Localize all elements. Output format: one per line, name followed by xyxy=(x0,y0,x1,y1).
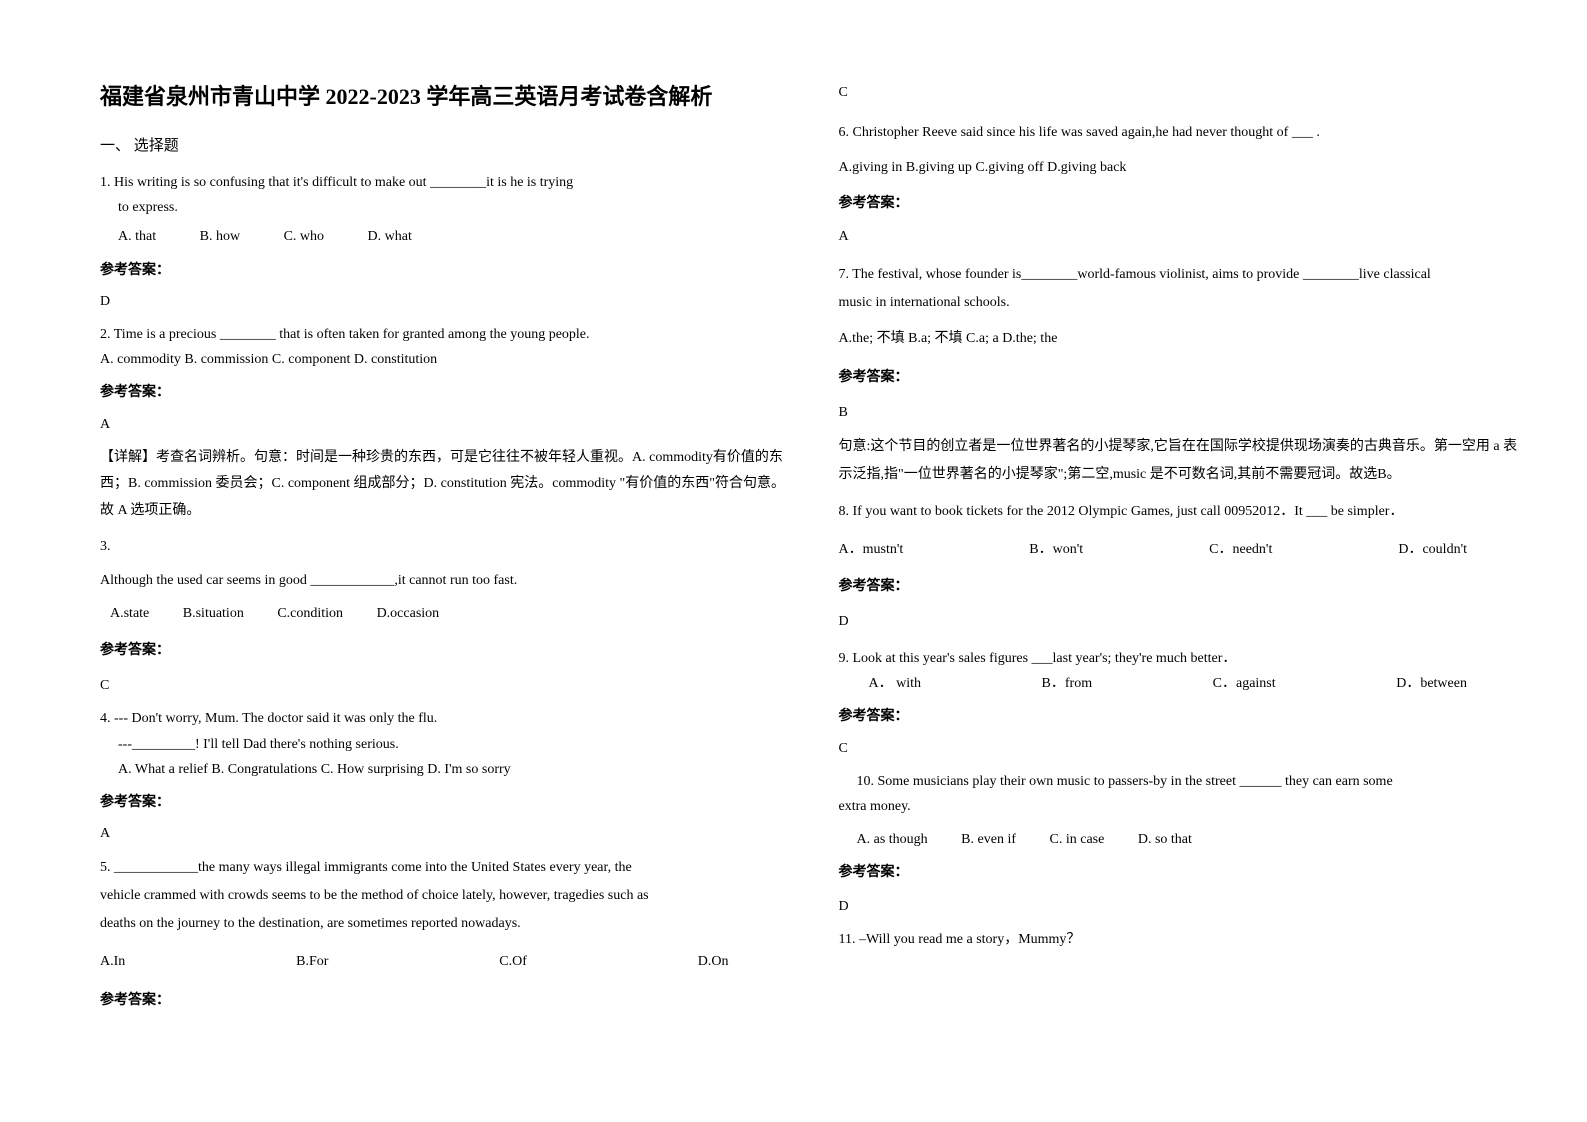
right-column: C 6. Christopher Reeve said since his li… xyxy=(839,80,1528,1082)
q1-text2: to express. xyxy=(118,195,789,220)
answer-7: B xyxy=(839,400,1528,425)
q5-text3: deaths on the journey to the destination… xyxy=(100,910,789,938)
q3-opt-d: D.occasion xyxy=(377,606,440,621)
q5-text2: vehicle crammed with crowds seems to be … xyxy=(100,882,789,910)
answer-4: A xyxy=(100,821,789,846)
q8-opt-b: B．won't xyxy=(1029,537,1083,562)
question-7: 7. The festival, whose founder is_______… xyxy=(839,261,1528,353)
q3-opt-a: A.state xyxy=(110,606,149,621)
q1-opt-c: C. who xyxy=(284,229,324,244)
q9-opt-b: B．from xyxy=(1042,671,1093,696)
question-3: Although the used car seems in good ____… xyxy=(100,568,789,626)
answer-6: A xyxy=(839,224,1528,249)
question-8: 8. If you want to book tickets for the 2… xyxy=(839,499,1528,561)
q10-text1: 10. Some musicians play their own music … xyxy=(857,769,1528,794)
q1-opt-d: D. what xyxy=(368,229,412,244)
answer-1: D xyxy=(100,289,789,314)
q4-options: A. What a relief B. Congratulations C. H… xyxy=(118,757,789,782)
answer-3: C xyxy=(100,673,789,698)
answer-2: A xyxy=(100,412,789,437)
q2-text: 2. Time is a precious ________ that is o… xyxy=(100,322,789,347)
explanation-2: 【详解】考查名词辨析。句意：时间是一种珍贵的东西，可是它往往不被年轻人重视。A.… xyxy=(100,445,789,525)
question-1: 1. His writing is so confusing that it's… xyxy=(100,170,789,250)
answer-label-4: 参考答案： xyxy=(100,790,789,815)
q4-text1: 4. --- Don't worry, Mum. The doctor said… xyxy=(100,706,789,731)
answer-10: D xyxy=(839,894,1528,919)
left-column: 福建省泉州市青山中学 2022-2023 学年高三英语月考试卷含解析 一、 选择… xyxy=(100,80,789,1082)
q10-opt-c: C. in case xyxy=(1050,832,1105,847)
answer-9: C xyxy=(839,736,1528,761)
q5-opt-d: D.On xyxy=(698,948,729,976)
q10-opt-b: B. even if xyxy=(961,832,1016,847)
document-title: 福建省泉州市青山中学 2022-2023 学年高三英语月考试卷含解析 xyxy=(100,80,789,113)
answer-label-10: 参考答案： xyxy=(839,860,1528,885)
question-4: 4. --- Don't worry, Mum. The doctor said… xyxy=(100,706,789,782)
question-2: 2. Time is a precious ________ that is o… xyxy=(100,322,789,372)
explanation-7: 句意:这个节目的创立者是一位世界著名的小提琴家,它旨在在国际学校提供现场演奏的古… xyxy=(839,433,1528,489)
q7-text1: 7. The festival, whose founder is_______… xyxy=(839,261,1528,289)
q11-text: 11. –Will you read me a story，Mummy？ xyxy=(839,927,1528,952)
q9-opt-a: A． with xyxy=(869,671,922,696)
question-9: 9. Look at this year's sales figures ___… xyxy=(839,646,1528,696)
answer-label-2: 参考答案： xyxy=(100,380,789,405)
q9-options: A． with B．from C．against D．between xyxy=(839,671,1528,696)
q8-options: A．mustn't B．won't C．needn't D．couldn't xyxy=(839,537,1528,562)
q5-text1: 5. ____________the many ways illegal imm… xyxy=(100,854,789,882)
q5-opt-b: B.For xyxy=(296,948,328,976)
q10-opt-d: D. so that xyxy=(1138,832,1192,847)
q3-options: A.state B.situation C.condition D.occasi… xyxy=(110,601,789,626)
q10-text2: extra money. xyxy=(839,794,1528,819)
answer-8: D xyxy=(839,609,1528,634)
q5-opt-a: A.In xyxy=(100,948,125,976)
question-11: 11. –Will you read me a story，Mummy？ xyxy=(839,927,1528,952)
q9-opt-d: D．between xyxy=(1396,671,1467,696)
answer-label-7: 参考答案： xyxy=(839,365,1528,390)
q1-opt-b: B. how xyxy=(200,229,240,244)
answer-label-9: 参考答案： xyxy=(839,704,1528,729)
question-10: 10. Some musicians play their own music … xyxy=(839,769,1528,853)
q6-options: A.giving in B.giving up C.giving off D.g… xyxy=(839,155,1528,180)
q2-options: A. commodity B. commission C. component … xyxy=(100,347,789,372)
q4-text2: ---_________! I'll tell Dad there's noth… xyxy=(118,732,789,757)
q10-options: A. as though B. even if C. in case D. so… xyxy=(857,827,1528,852)
q1-opt-a: A. that xyxy=(118,229,156,244)
q5-options: A.In B.For C.Of D.On xyxy=(100,948,789,976)
answer-label-8: 参考答案： xyxy=(839,574,1528,599)
q8-opt-d: D．couldn't xyxy=(1398,537,1467,562)
q8-opt-c: C．needn't xyxy=(1209,537,1272,562)
q7-options: A.the; 不填 B.a; 不填 C.a; a D.the; the xyxy=(839,325,1528,353)
question-6: 6. Christopher Reeve said since his life… xyxy=(839,120,1528,180)
q3-opt-c: C.condition xyxy=(277,606,343,621)
answer-label-5: 参考答案： xyxy=(100,988,789,1013)
answer-label-3: 参考答案： xyxy=(100,638,789,663)
q8-text: 8. If you want to book tickets for the 2… xyxy=(839,499,1528,524)
q5-opt-c: C.Of xyxy=(499,948,527,976)
question-5: 5. ____________the many ways illegal imm… xyxy=(100,854,789,976)
q3-num: 3. xyxy=(100,534,789,559)
q3-text: Although the used car seems in good ____… xyxy=(100,568,789,593)
q6-text: 6. Christopher Reeve said since his life… xyxy=(839,120,1528,145)
q9-text: 9. Look at this year's sales figures ___… xyxy=(839,646,1528,671)
q9-opt-c: C．against xyxy=(1213,671,1276,696)
q1-text: 1. His writing is so confusing that it's… xyxy=(100,170,789,195)
section-1-title: 一、 选择题 xyxy=(100,133,789,160)
q8-opt-a: A．mustn't xyxy=(839,537,904,562)
q1-options: A. that B. how C. who D. what xyxy=(118,224,789,249)
answer-label-1: 参考答案： xyxy=(100,258,789,283)
q3-opt-b: B.situation xyxy=(183,606,244,621)
answer-label-6: 参考答案： xyxy=(839,191,1528,216)
q10-opt-a: A. as though xyxy=(857,832,928,847)
q7-text2: music in international schools. xyxy=(839,289,1528,317)
answer-5: C xyxy=(839,80,1528,105)
